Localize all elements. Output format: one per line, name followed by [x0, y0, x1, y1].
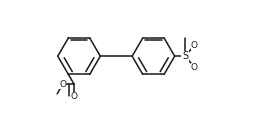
Text: O: O	[191, 63, 198, 72]
Text: O: O	[59, 80, 66, 89]
Text: O: O	[71, 92, 78, 101]
Text: O: O	[191, 41, 198, 50]
Text: S: S	[182, 51, 188, 61]
